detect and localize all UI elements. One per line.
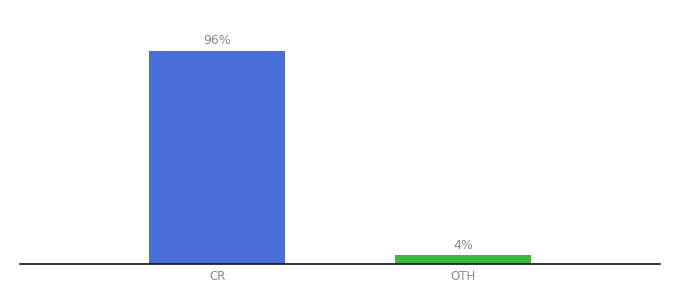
Bar <box>395 255 530 264</box>
Bar <box>150 51 285 264</box>
Text: 96%: 96% <box>203 34 231 47</box>
Text: 4%: 4% <box>453 239 473 252</box>
